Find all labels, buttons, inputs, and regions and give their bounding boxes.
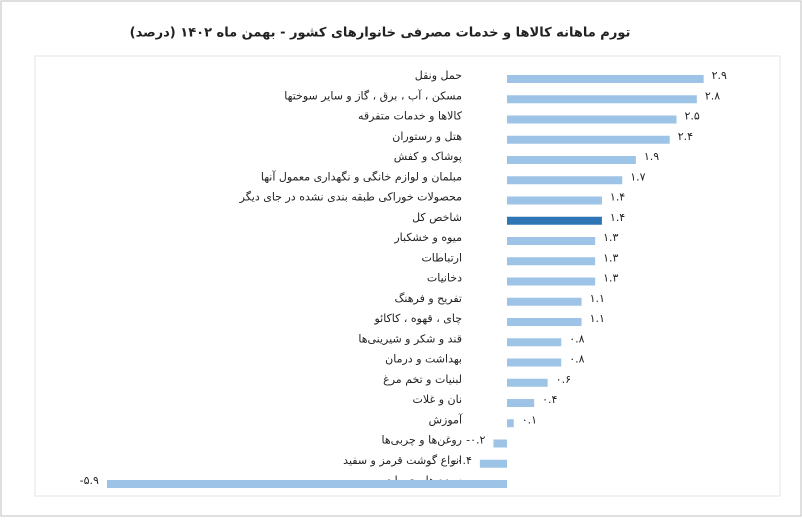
- category-label: شاخص کل: [412, 211, 462, 224]
- category-label: ارتباطات: [421, 251, 462, 264]
- bar: [507, 216, 602, 225]
- category-label: پوشاک و کفش: [394, 150, 462, 163]
- value-label: -۰.۴: [453, 454, 472, 467]
- category-label: چای ، قهوه ، کاکائو: [373, 312, 462, 325]
- category-label: بهداشت و درمان: [385, 353, 462, 366]
- bar: [507, 176, 623, 185]
- bar: [507, 156, 636, 164]
- value-label: ۲.۴: [678, 130, 693, 143]
- category-label: نان و غلات: [413, 393, 462, 406]
- bar: [507, 338, 562, 347]
- bar: [507, 419, 514, 428]
- value-label: ۱.۹: [644, 150, 659, 163]
- category-label: دخانیات: [427, 272, 462, 285]
- value-label: ۱.۳: [603, 251, 618, 264]
- value-label: ۱.۴: [610, 191, 625, 204]
- value-label: ۱.۴: [610, 211, 625, 224]
- plot-frame: [34, 55, 781, 497]
- category-label: هتل و رستوران: [392, 130, 462, 143]
- category-label: حمل ونقل: [415, 69, 462, 82]
- bar: [507, 277, 596, 286]
- bar: [507, 237, 596, 245]
- bar: [507, 95, 697, 104]
- value-label: -۵.۹: [80, 474, 99, 487]
- category-label: محصولات خوراکی طبقه بندی نشده در جای دیگ…: [239, 191, 462, 204]
- category-label: لبنیات و تخم مرغ: [383, 373, 462, 386]
- value-label: ۰.۴: [542, 393, 557, 406]
- value-label: ۱.۱: [590, 312, 605, 325]
- value-label: ۰.۸: [569, 332, 584, 345]
- bar: [493, 439, 507, 448]
- value-label: ۲.۵: [685, 110, 700, 123]
- chart-title: تورم ماهانه کالاها و خدمات مصرفی خانواره…: [130, 26, 631, 41]
- bar: [507, 378, 548, 387]
- category-label: مسکن ، آب ، برق ، گاز و سایر سوختها: [284, 88, 462, 102]
- bar: [106, 480, 507, 488]
- value-label: -۰.۲: [466, 434, 485, 447]
- category-label: انواع گوشت قرمز و سفید: [343, 454, 462, 467]
- category-label: تفریح و فرهنگ: [395, 292, 462, 305]
- bar: [507, 115, 677, 124]
- value-label: ۱.۱: [590, 292, 605, 305]
- bar: [507, 399, 535, 407]
- value-label: ۰.۶: [556, 373, 571, 386]
- bar: [479, 459, 507, 468]
- value-label: ۰.۸: [569, 353, 584, 366]
- bar: [507, 318, 582, 326]
- category-label: میوه و خشکبار: [393, 231, 462, 244]
- category-label: کالاها و خدمات متفرقه: [358, 110, 463, 123]
- bar: [507, 297, 582, 306]
- value-label: ۱.۷: [630, 170, 645, 183]
- value-label: ۲.۹: [712, 69, 727, 82]
- bar: [507, 135, 670, 144]
- bar: [507, 75, 704, 83]
- value-label: ۱.۳: [603, 231, 618, 244]
- category-label: روغن‌ها و چربی‌ها: [382, 434, 462, 447]
- value-label: ۲.۸: [705, 89, 720, 102]
- value-label: ۱.۳: [603, 272, 618, 285]
- category-label: قند و شکر و شیرینی‌ها: [358, 332, 462, 345]
- value-label: ۰.۱: [522, 413, 537, 426]
- bar: [507, 196, 602, 205]
- category-label: مبلمان و لوازم خانگی و نگهداری معمول آنه…: [261, 169, 462, 183]
- bar: [507, 257, 596, 266]
- bar: [507, 358, 562, 367]
- category-label: آموزش: [429, 412, 463, 426]
